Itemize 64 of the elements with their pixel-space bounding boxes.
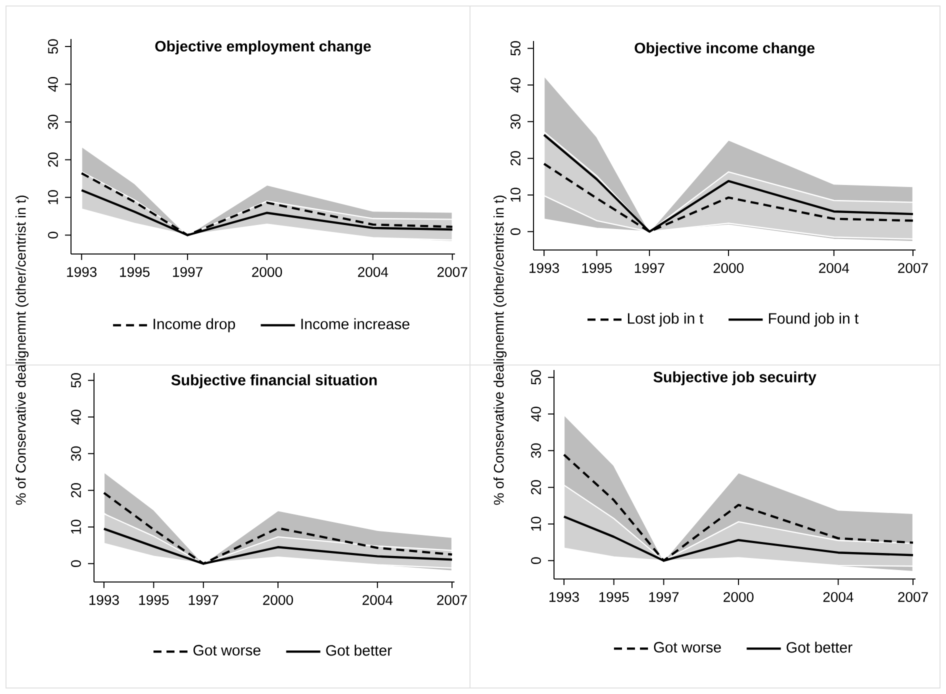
chart-title: Subjective job secuirty [654,371,816,386]
legend-label: Got worse [193,644,260,656]
x-tick-label: 1993 [67,267,97,277]
chart-title: Objective income change [634,42,814,56]
y-tick-label: 30 [531,443,541,458]
x-tick-label: 2000 [252,267,282,277]
legend-label: Income drop [154,318,236,332]
x-tick-label: 2000 [724,592,754,602]
legend-label: Lost job in t [628,312,704,327]
y-tick-label: 10 [510,188,520,202]
x-tick-label: 1997 [634,263,664,273]
x-tick-label: 1995 [582,263,612,273]
y-tick-label: 20 [531,480,541,494]
chart-title: Subjective financial situation [171,374,377,388]
x-tick-label: 1997 [649,592,679,602]
legend-label: Found job in t [769,312,859,327]
y-tick-label: 40 [531,406,541,422]
x-tick-label: 1995 [120,267,150,277]
x-tick-label: 2007 [437,267,468,277]
x-tick-label: 2000 [263,595,294,605]
x-tick-label: 1993 [549,592,579,602]
y-tick-label: 0 [71,560,81,568]
x-tick-label: 2004 [362,595,393,605]
y-tick-label: 0 [48,232,58,238]
chart-title: Objective employment change [155,40,371,55]
legend-label: Income increase [301,318,410,330]
y-tick-label: 10 [71,520,81,534]
x-tick-label: 2000 [714,263,744,273]
y-tick-label: 40 [510,78,520,92]
x-tick-label: 1995 [599,592,629,602]
x-tick-label: 2004 [358,267,388,277]
y-tick-label: 10 [531,516,541,531]
y-tick-label: 10 [48,190,58,204]
y-tick-label: 50 [531,370,541,385]
y-tick-label: 20 [48,152,58,167]
y-tick-label: 40 [71,410,81,424]
legend-label: Got better [326,644,392,656]
y-tick-label: 0 [531,557,541,564]
y-tick-label: 50 [48,39,58,54]
y-tick-label: 0 [510,228,520,236]
x-tick-label: 2007 [898,592,928,602]
y-tick-label: 30 [510,114,520,129]
x-tick-label: 1993 [89,595,119,605]
legend-label: Got worse [654,642,721,653]
y-tick-label: 30 [48,114,58,130]
x-tick-label: 1993 [530,263,559,273]
line-series [102,492,454,565]
x-tick-label: 2004 [819,263,850,273]
x-tick-label: 1995 [139,595,169,605]
y-tick-label: 20 [71,483,81,498]
y-tick-label: 30 [71,446,81,461]
y-tick-label: 20 [510,151,520,166]
y-axis-title: % of Conservative dealignemnt (other/centrist in t) [494,196,507,505]
x-tick-label: 1997 [173,267,202,277]
legend-label: Got better [786,642,852,653]
x-tick-label: 2007 [898,263,928,273]
x-tick-label: 2004 [823,592,854,602]
y-tick-label: 50 [510,41,520,56]
y-axis-title: % of Conservative dealignemnt (other/centrist in t) [16,196,29,505]
x-tick-label: 2007 [437,595,467,605]
y-tick-label: 50 [71,373,81,388]
x-tick-label: 1997 [188,595,218,605]
line-series [562,454,914,562]
y-tick-label: 40 [48,77,58,92]
